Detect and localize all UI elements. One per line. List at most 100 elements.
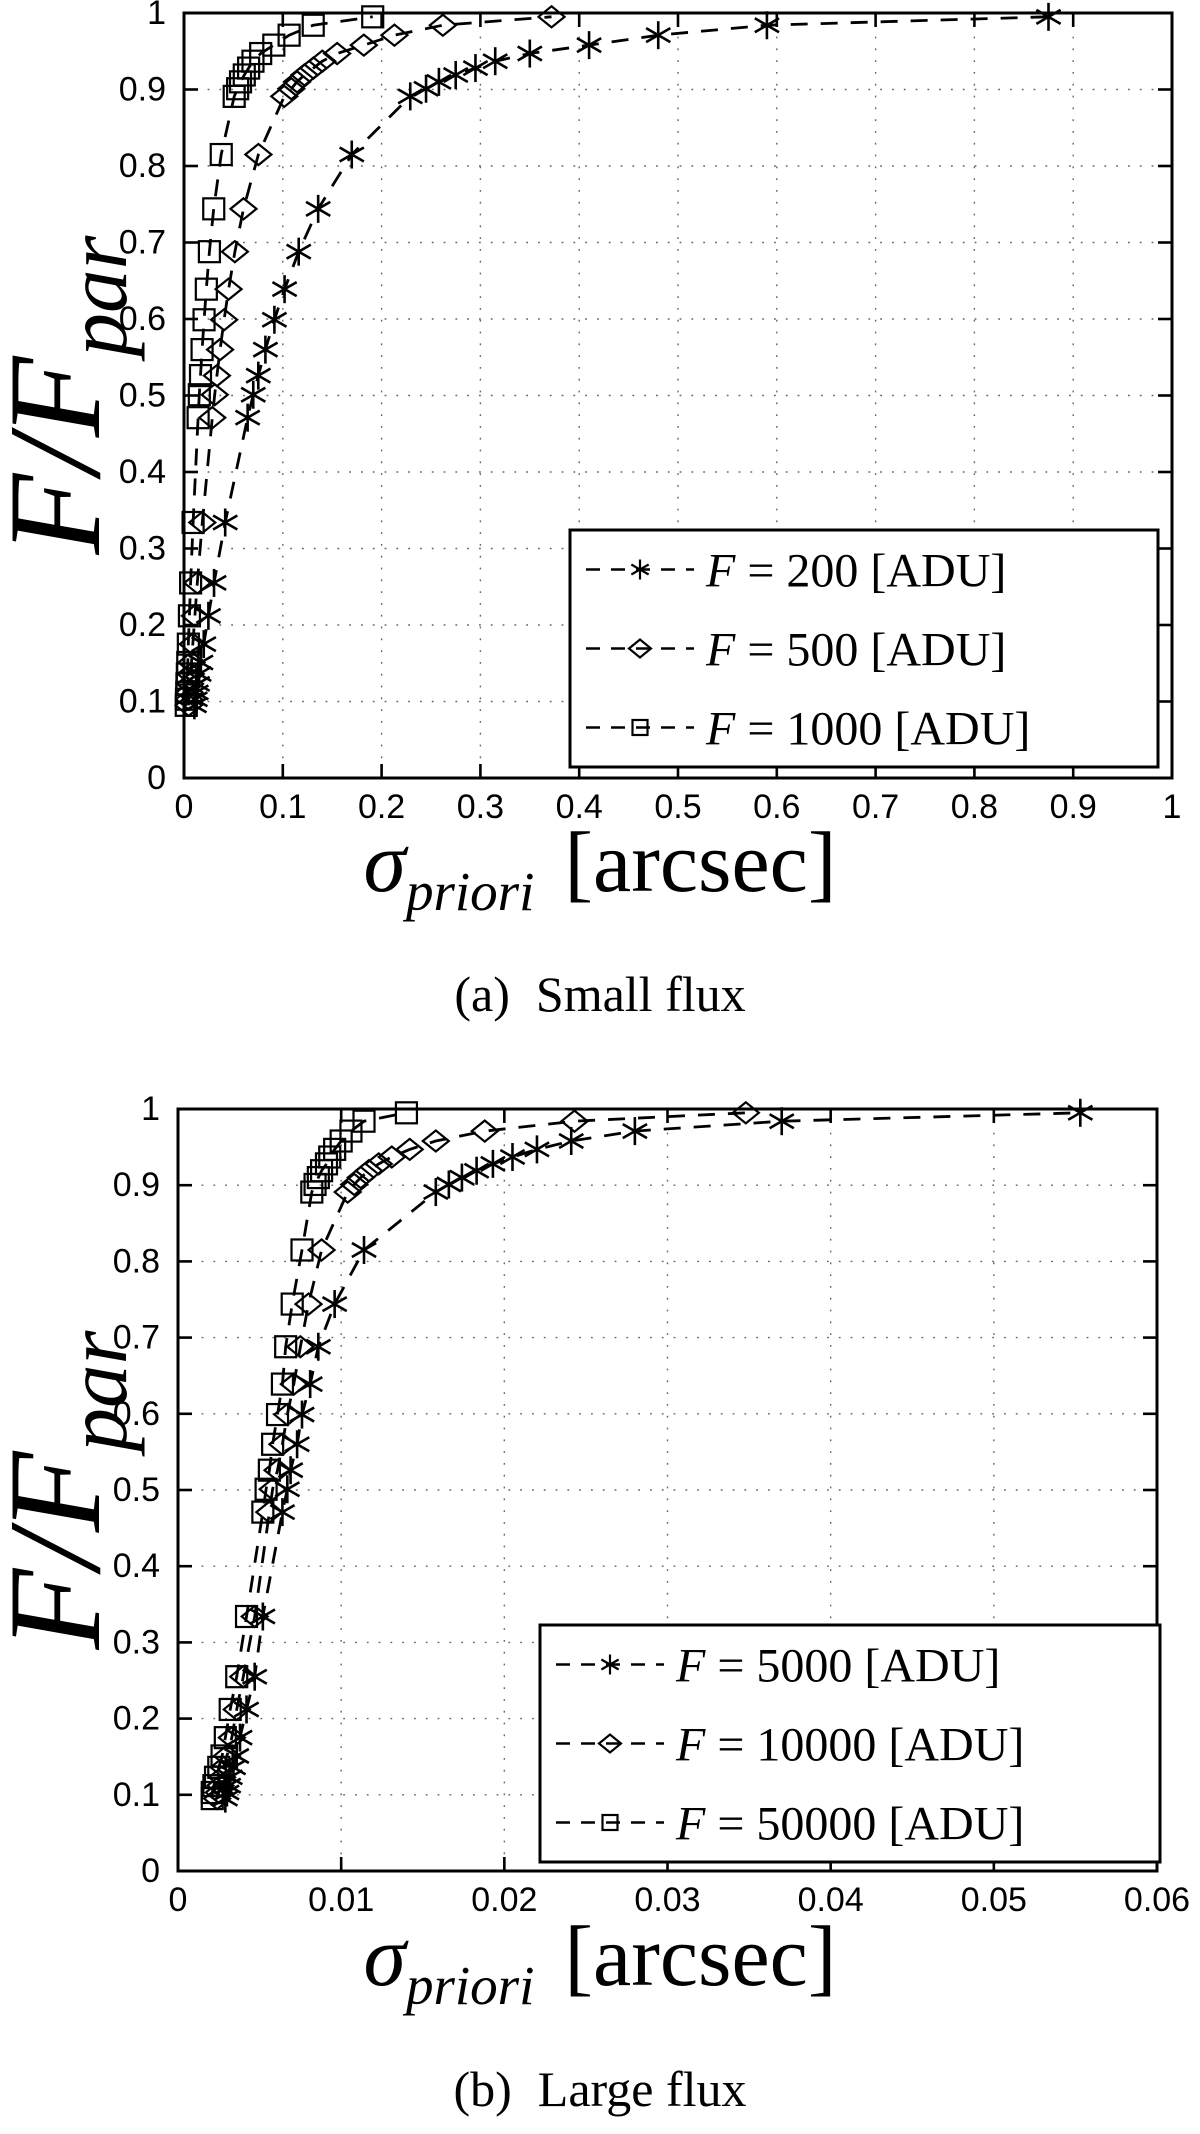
y-tick-label: 0.3 <box>119 530 166 568</box>
data-marker-square <box>234 1604 259 1629</box>
legend-marker-square <box>601 1813 619 1832</box>
data-marker-square <box>209 142 233 167</box>
chart-b-axis-box <box>176 1107 1159 1873</box>
data-marker-square <box>249 41 273 66</box>
data-marker-asterisk <box>754 17 780 34</box>
y-axis-label-b-subscript: par <box>48 1330 145 1452</box>
data-marker-diamond <box>213 277 244 302</box>
data-marker-square <box>301 13 325 37</box>
data-marker-diamond <box>731 1100 761 1125</box>
data-marker-diamond <box>209 307 239 332</box>
data-marker-asterisk <box>227 1729 253 1746</box>
data-marker-asterisk <box>305 1338 332 1355</box>
data-marker-square <box>261 1432 285 1456</box>
y-tick-label: 0.2 <box>119 606 166 644</box>
data-marker-asterisk <box>524 1141 550 1158</box>
data-marker-square <box>218 1697 242 1722</box>
legend-label: F = 200 [ADU] <box>705 544 1006 597</box>
data-marker-diamond <box>306 1238 337 1262</box>
x-tick-label: 0.04 <box>798 1881 864 1919</box>
x-tick-label: 0.4 <box>556 788 603 826</box>
data-marker-square <box>187 383 211 407</box>
legend-entry-F50000: F = 50000 [ADU] <box>556 1797 1024 1850</box>
y-tick-label: 0 <box>147 759 166 797</box>
y-axis-label-b: F/Fpar <box>0 1190 145 1790</box>
x-tick-label: 0.6 <box>753 788 800 826</box>
data-marker-diamond <box>349 33 379 58</box>
data-marker-asterisk <box>190 635 217 653</box>
data-marker-square <box>225 1665 249 1689</box>
x-axis-label-b-sigma: σ <box>363 1908 406 2004</box>
data-marker-diamond <box>243 142 274 167</box>
y-tick-label: 0.1 <box>113 1776 160 1814</box>
y-tick-label: 0.6 <box>113 1395 160 1433</box>
legend-entry-F1000: F = 1000 [ADU] <box>586 702 1030 755</box>
legend-label: F = 10000 [ADU] <box>675 1718 1024 1771</box>
y-axis-label-b-main: F/F <box>0 1451 128 1650</box>
chart-a-axis-box <box>182 11 1174 780</box>
data-marker-asterisk <box>480 1155 506 1172</box>
data-marker-asterisk <box>188 654 214 671</box>
data-marker-diamond <box>239 1604 270 1629</box>
series-line-square <box>184 15 373 706</box>
series-line-diamond <box>187 15 552 706</box>
data-marker-square <box>274 1335 298 1359</box>
x-axis-label-a-sigma: σ <box>363 814 406 910</box>
data-marker-asterisk <box>212 514 238 531</box>
caption-a-text: Small flux <box>535 966 746 1022</box>
data-marker-asterisk <box>271 281 298 298</box>
data-marker-asterisk <box>463 1162 490 1179</box>
data-marker-asterisk <box>351 1241 377 1259</box>
data-marker-diamond <box>339 1172 369 1197</box>
x-tick-label: 0.03 <box>634 1881 700 1919</box>
y-tick-label: 0.9 <box>113 1166 160 1204</box>
x-tick-label: 0.06 <box>1124 1881 1190 1919</box>
data-marker-diamond <box>257 1477 288 1502</box>
x-tick-label: 0 <box>175 788 194 826</box>
data-marker-asterisk <box>240 386 267 403</box>
chart-a-legend: F = 200 [ADU] F = 500 [ADU] F = 1000 [ADU] <box>568 528 1160 769</box>
data-marker-square <box>323 1137 347 1161</box>
caption-b-text: Large flux <box>537 2061 747 2117</box>
data-marker-square <box>394 1101 419 1125</box>
x-axis-label-a-unit: [arcsec] <box>564 814 837 910</box>
data-marker-asterisk <box>576 37 602 54</box>
legend-marker-square <box>631 718 649 737</box>
y-tick-label: 0.7 <box>119 224 166 262</box>
x-tick-label: 0.1 <box>259 788 306 826</box>
x-tick-label: 0.01 <box>308 1881 374 1919</box>
data-marker-asterisk <box>768 1113 795 1130</box>
data-marker-diamond <box>421 1129 451 1153</box>
data-marker-asterisk <box>499 1148 526 1166</box>
series-line-square <box>210 1111 407 1799</box>
data-marker-asterisk <box>482 53 508 70</box>
x-axis-label-b: σpriori [arcsec] <box>0 1896 1200 2016</box>
y-tick-label: 0.4 <box>119 453 166 491</box>
legend-label: F = 5000 [ADU] <box>675 1639 1000 1692</box>
data-marker-square <box>197 240 221 264</box>
caption-b-index: (b) <box>453 2061 512 2117</box>
legend-marker-diamond <box>597 1733 623 1754</box>
data-marker-diamond <box>254 1500 285 1525</box>
data-marker-asterisk <box>305 200 331 217</box>
data-marker-asterisk <box>622 1122 648 1140</box>
legend-entry-F200: F = 200 [ADU] <box>586 544 1006 597</box>
y-tick-label: 0.6 <box>119 300 166 338</box>
y-tick-label: 0.2 <box>113 1700 160 1738</box>
data-marker-square <box>254 1477 278 1501</box>
y-tick-label: 0.7 <box>113 1319 160 1357</box>
x-tick-label: 0 <box>169 1881 188 1919</box>
data-marker-square <box>241 49 265 73</box>
x-tick-label: 0.02 <box>471 1881 537 1919</box>
data-marker-diamond <box>228 196 259 221</box>
legend-entry-F500: F = 500 [ADU] <box>586 623 1006 676</box>
data-marker-diamond <box>470 1119 500 1144</box>
data-marker-diamond <box>207 1765 237 1790</box>
data-marker-asterisk <box>558 1132 585 1150</box>
data-marker-diamond <box>267 1432 298 1457</box>
data-marker-square <box>210 1744 234 1768</box>
data-marker-diamond <box>272 1402 303 1427</box>
chart-a: 0 0.1 0.2 0.3 0.4 0.5 0.6 0.7 0.8 0.9 1 0 0.1 0.2 0.3 0… <box>119 0 1182 826</box>
data-marker-diamond <box>322 41 352 66</box>
